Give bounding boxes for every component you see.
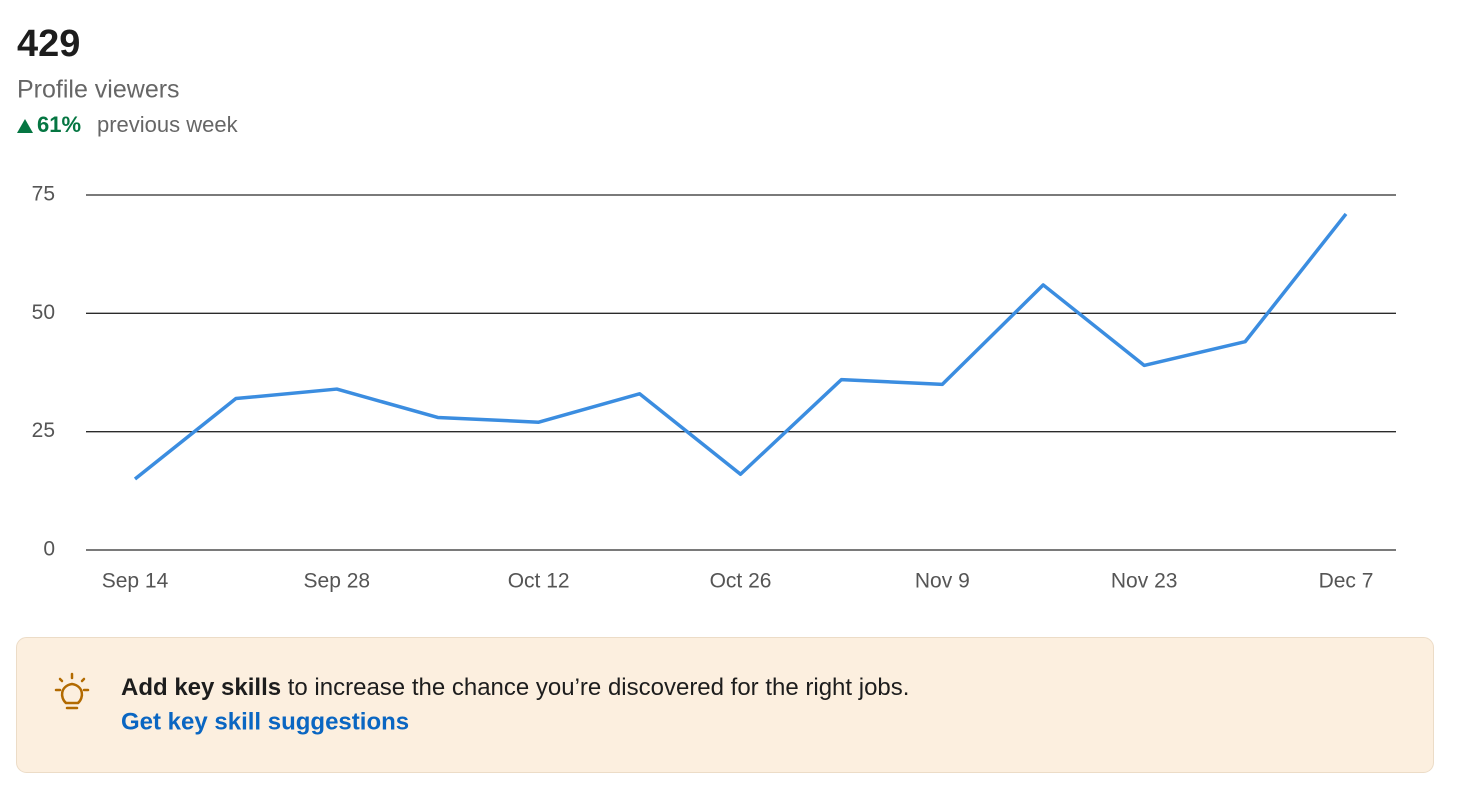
y-tick-label: 25 [32,419,55,442]
x-tick-label: Dec 7 [1319,570,1374,593]
up-arrow [17,119,33,133]
x-tick-label: Sep 14 [102,570,169,593]
suggestions-link[interactable]: Get key skill suggestions [121,708,409,735]
banner-bold: Add key skills [121,674,281,701]
bulb-icon [54,672,90,710]
change-text: previous week [97,112,239,137]
chart: 0 25 50 75 Sep 14 Sep 28 Oct 12 Oct 26 Nov 9 Nov … [32,183,1396,593]
y-tick-label: 0 [43,538,55,561]
y-tick-label: 50 [32,301,55,324]
banner [16,637,1434,773]
x-tick-label: Nov 9 [915,570,970,593]
banner-body: to increase the chance you’re discovered… [281,674,909,701]
x-tick-label: Oct 12 [508,570,570,593]
x-tick-label: Oct 26 [710,570,772,593]
change: 61% [37,112,81,137]
x-tick-label: Sep 28 [304,570,371,593]
line [133,212,1348,481]
count: 429 [17,23,80,65]
count-label: Profile viewers [17,76,180,104]
y-tick-label: 75 [32,183,55,206]
x-tick-label: Nov 23 [1111,570,1178,593]
banner-text: Add key skills to increase the chance yo… [121,674,909,701]
